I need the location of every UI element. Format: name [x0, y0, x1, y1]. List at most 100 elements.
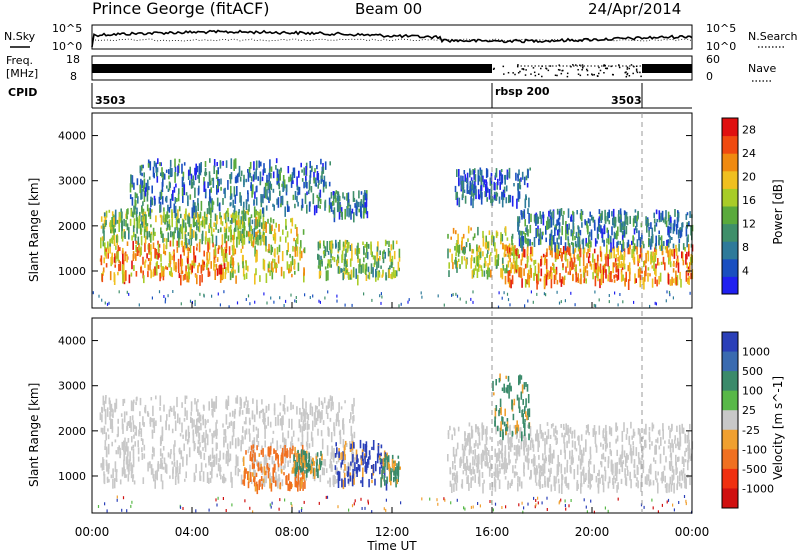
- power-echo-cell: [181, 258, 183, 266]
- velocity-echo-cell: [228, 422, 231, 428]
- velocity-echo-cell: [499, 398, 502, 408]
- velocity-echo-cell: [371, 510, 373, 514]
- power-echo-cell: [300, 240, 302, 249]
- power-echo-cell: [395, 270, 398, 277]
- power-echo-cell: [365, 198, 368, 207]
- power-echo-cell: [331, 243, 334, 249]
- power-echo-cell: [564, 242, 567, 251]
- velocity-echo-cell: [546, 508, 548, 511]
- velocity-echo-cell: [625, 434, 628, 440]
- power-echo-cell: [322, 166, 325, 174]
- velocity-echo-cell: [387, 462, 390, 469]
- velocity-echo-cell: [560, 463, 563, 474]
- power-echo-cell: [227, 261, 230, 273]
- power-echo-cell: [139, 247, 141, 257]
- velocity-echo-cell: [636, 477, 638, 482]
- velocity-echo-cell: [133, 434, 135, 439]
- velocity-echo-cell: [390, 479, 392, 486]
- power-echo-cell: [272, 258, 274, 263]
- velocity-echo-cell: [589, 479, 591, 490]
- power-echo-cell: [101, 298, 103, 302]
- power-echo-cell: [479, 264, 481, 268]
- power-echo-cell: [655, 235, 657, 246]
- power-echo-cell: [504, 244, 506, 253]
- power-echo-cell: [222, 198, 224, 205]
- power-echo-cell: [229, 271, 232, 281]
- power-echo-cell: [158, 290, 161, 294]
- power-echo-cell: [348, 272, 350, 280]
- power-echo-cell: [566, 258, 569, 268]
- velocity-echo-cell: [497, 471, 500, 477]
- power-echo-cell: [586, 223, 588, 229]
- power-echo-cell: [151, 209, 153, 213]
- power-echo-cell: [131, 184, 134, 188]
- power-echo-cell: [520, 236, 523, 245]
- power-echo-cell: [674, 277, 677, 285]
- velocity-echo-cell: [123, 398, 126, 404]
- power-echo-cell: [286, 231, 289, 238]
- power-echo-cell: [681, 251, 683, 259]
- velocity-echo-cell: [159, 448, 162, 457]
- velocity-echo-cell: [572, 457, 574, 463]
- power-echo-cell: [293, 167, 296, 178]
- power-echo-cell: [639, 238, 642, 247]
- power-echo-cell: [623, 210, 626, 216]
- velocity-echo-cell: [383, 466, 386, 474]
- power-echo-cell: [103, 219, 106, 229]
- power-echo-cell: [168, 251, 171, 263]
- power-echo-cell: [520, 267, 523, 279]
- power-echo-cell: [136, 193, 138, 198]
- velocity-echo-cell: [588, 432, 590, 436]
- power-echo-cell: [110, 227, 112, 234]
- y-tick-label: 1000: [58, 265, 86, 278]
- power-echo-cell: [356, 201, 359, 210]
- velocity-echo-cell: [319, 474, 322, 483]
- power-echo-cell: [392, 240, 395, 250]
- velocity-echo-cell: [476, 461, 479, 468]
- power-echo-cell: [177, 209, 179, 220]
- power-echo-cell: [469, 186, 471, 195]
- power-echo-cell: [137, 236, 140, 245]
- power-echo-cell: [152, 227, 155, 237]
- velocity-echo-cell: [494, 420, 496, 427]
- velocity-echo-cell: [682, 427, 685, 434]
- velocity-echo-cell: [631, 435, 633, 440]
- velocity-echo-cell: [303, 454, 305, 464]
- power-echo-cell: [180, 274, 182, 286]
- power-echo-cell: [269, 223, 271, 234]
- velocity-echo-cell: [337, 505, 339, 509]
- power-echo-cell: [199, 239, 201, 243]
- velocity-echo-cell: [367, 456, 370, 465]
- power-echo-cell: [515, 258, 518, 270]
- power-echo-cell: [175, 262, 177, 270]
- power-echo-cell: [173, 203, 176, 213]
- velocity-echo-cell: [132, 457, 135, 468]
- velocity-echo-cell: [202, 447, 204, 451]
- velocity-echo-cell: [215, 457, 218, 465]
- power-echo-cell: [159, 162, 161, 166]
- velocity-echo-cell: [117, 447, 119, 455]
- power-echo-cell: [523, 176, 526, 186]
- power-echo-cell: [219, 212, 221, 220]
- velocity-echo-cell: [283, 395, 286, 404]
- velocity-echo-cell: [542, 468, 545, 477]
- velocity-echo-cell: [291, 418, 293, 430]
- power-echo-cell: [291, 172, 294, 181]
- freq-tick-top: 18: [66, 53, 80, 66]
- power-echo-cell: [349, 274, 352, 280]
- power-echo-cell: [501, 191, 503, 200]
- power-echo-cell: [250, 225, 253, 232]
- power-echo-cell: [191, 265, 193, 273]
- y-tick-label: 3000: [58, 175, 86, 188]
- power-echo-cell: [321, 178, 323, 182]
- velocity-echo-cell: [604, 456, 607, 462]
- velocity-echo-cell: [477, 426, 479, 435]
- noise-trace: [91, 29, 693, 48]
- power-echo-cell: [638, 267, 641, 271]
- velocity-echo-cell: [207, 419, 209, 423]
- power-echo-cell: [679, 230, 682, 239]
- power-echo-cell: [455, 292, 457, 296]
- power-echo-cell: [126, 241, 129, 246]
- velocity-echo-cell: [522, 510, 524, 514]
- power-echo-cell: [686, 279, 689, 284]
